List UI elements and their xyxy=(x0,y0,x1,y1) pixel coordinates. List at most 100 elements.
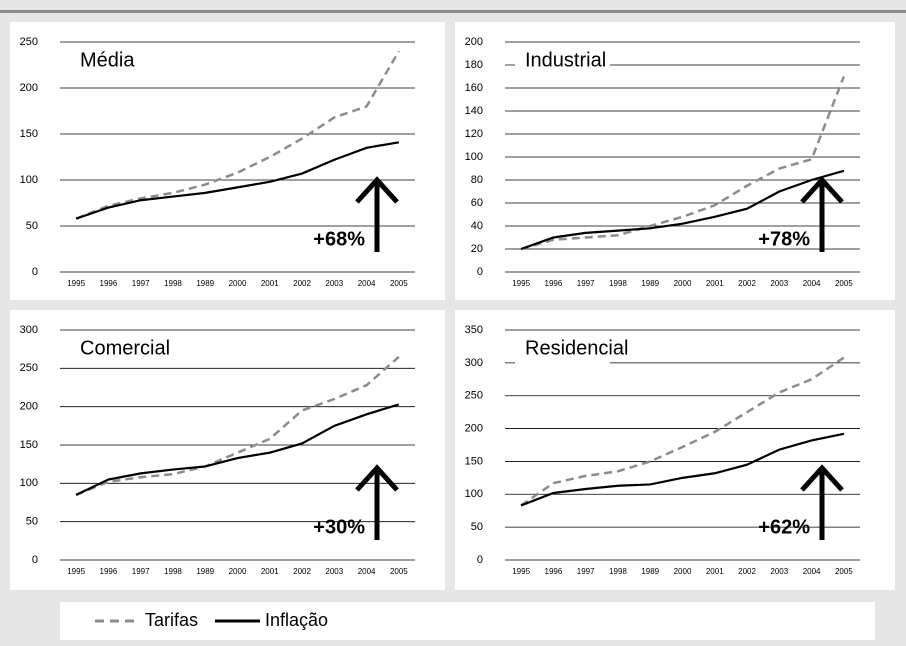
x-tick-label: 2003 xyxy=(770,567,788,576)
y-tick-label: 0 xyxy=(477,554,483,566)
y-tick-label: 180 xyxy=(465,59,483,71)
series-line xyxy=(75,403,400,496)
x-tick-label: 2000 xyxy=(674,279,692,288)
y-tick-label: 100 xyxy=(20,174,38,186)
x-tick-label: 2002 xyxy=(293,567,311,576)
legend-box xyxy=(60,602,875,640)
y-tick-label: 200 xyxy=(20,82,38,94)
chart-title: Comercial xyxy=(80,337,170,359)
y-tick-label: 100 xyxy=(20,477,38,489)
series-line xyxy=(75,141,400,220)
y-tick-label: 120 xyxy=(465,128,483,140)
x-tick-label: 2005 xyxy=(390,567,408,576)
x-tick-label: 1995 xyxy=(67,279,85,288)
x-tick-label: 2004 xyxy=(803,567,821,576)
x-tick-label: 1996 xyxy=(100,279,118,288)
x-tick-label: 1997 xyxy=(577,567,595,576)
y-tick-label: 150 xyxy=(20,128,38,140)
x-tick-label: 1997 xyxy=(132,279,150,288)
y-tick-label: 0 xyxy=(32,266,38,278)
x-tick-label: 1997 xyxy=(132,567,150,576)
series-line xyxy=(75,355,400,496)
x-tick-label: 2002 xyxy=(293,279,311,288)
series-line xyxy=(520,169,845,251)
arrow xyxy=(800,464,844,540)
x-tick-label: 2005 xyxy=(835,279,853,288)
x-tick-label: 1995 xyxy=(67,567,85,576)
x-tick-label: 2001 xyxy=(261,279,279,288)
annotation: +68% xyxy=(313,228,365,250)
x-tick-label: 2000 xyxy=(229,279,247,288)
annotation: +62% xyxy=(758,516,810,538)
x-tick-label: 1998 xyxy=(164,567,182,576)
x-tick-label: 2004 xyxy=(358,567,376,576)
y-tick-label: 40 xyxy=(471,220,483,232)
title-bg xyxy=(515,46,610,76)
x-tick-label: 2001 xyxy=(261,567,279,576)
chart-title: Industrial xyxy=(525,49,606,71)
y-tick-label: 150 xyxy=(465,455,483,467)
y-tick-label: 140 xyxy=(465,105,483,117)
series-line xyxy=(520,356,845,507)
annotation: +78% xyxy=(758,228,810,250)
y-tick-label: 300 xyxy=(465,357,483,369)
arrow xyxy=(800,176,844,252)
x-tick-label: 1996 xyxy=(100,567,118,576)
y-tick-label: 60 xyxy=(471,197,483,209)
x-tick-label: 2002 xyxy=(738,567,756,576)
arrow xyxy=(355,176,399,252)
x-tick-label: 1989 xyxy=(641,567,659,576)
x-tick-label: 2002 xyxy=(738,279,756,288)
x-tick-label: 2005 xyxy=(835,567,853,576)
y-tick-label: 250 xyxy=(465,390,483,402)
y-tick-label: 250 xyxy=(20,36,38,48)
legend-label: Tarifas xyxy=(145,610,198,630)
x-tick-label: 1996 xyxy=(545,279,563,288)
y-tick-label: 50 xyxy=(26,220,38,232)
series-line xyxy=(520,432,845,507)
x-tick-label: 1998 xyxy=(609,567,627,576)
y-tick-label: 50 xyxy=(471,521,483,533)
arrow xyxy=(355,464,399,540)
y-tick-label: 200 xyxy=(465,36,483,48)
annotation: +30% xyxy=(313,516,365,538)
y-tick-label: 160 xyxy=(465,82,483,94)
top-rule xyxy=(0,10,906,13)
y-tick-label: 100 xyxy=(465,151,483,163)
x-tick-label: 2004 xyxy=(803,279,821,288)
x-tick-label: 1998 xyxy=(164,279,182,288)
y-tick-label: 50 xyxy=(26,516,38,528)
y-tick-label: 20 xyxy=(471,243,483,255)
title-bg xyxy=(70,46,165,76)
x-tick-label: 1995 xyxy=(512,567,530,576)
y-tick-label: 300 xyxy=(20,324,38,336)
x-tick-label: 1989 xyxy=(641,279,659,288)
x-tick-label: 1995 xyxy=(512,279,530,288)
y-tick-label: 200 xyxy=(465,422,483,434)
title-bg xyxy=(70,334,165,364)
y-tick-label: 200 xyxy=(20,401,38,413)
y-tick-label: 350 xyxy=(465,324,483,336)
y-tick-label: 250 xyxy=(20,362,38,374)
x-tick-label: 2000 xyxy=(674,567,692,576)
series-line xyxy=(75,50,400,220)
x-tick-label: 2001 xyxy=(706,567,724,576)
y-tick-label: 80 xyxy=(471,174,483,186)
x-tick-label: 2000 xyxy=(229,567,247,576)
x-tick-label: 2001 xyxy=(706,279,724,288)
x-tick-label: 1989 xyxy=(196,279,214,288)
chart-title: Média xyxy=(80,49,135,71)
series-line xyxy=(520,76,846,251)
x-tick-label: 2005 xyxy=(390,279,408,288)
x-tick-label: 2003 xyxy=(770,279,788,288)
x-tick-label: 2004 xyxy=(358,279,376,288)
title-bg xyxy=(515,334,610,364)
legend-label: Inflação xyxy=(265,610,328,630)
y-tick-label: 0 xyxy=(32,554,38,566)
chart-title: Residencial xyxy=(525,337,628,359)
x-tick-label: 2003 xyxy=(325,279,343,288)
x-tick-label: 1998 xyxy=(609,279,627,288)
x-tick-label: 2003 xyxy=(325,567,343,576)
